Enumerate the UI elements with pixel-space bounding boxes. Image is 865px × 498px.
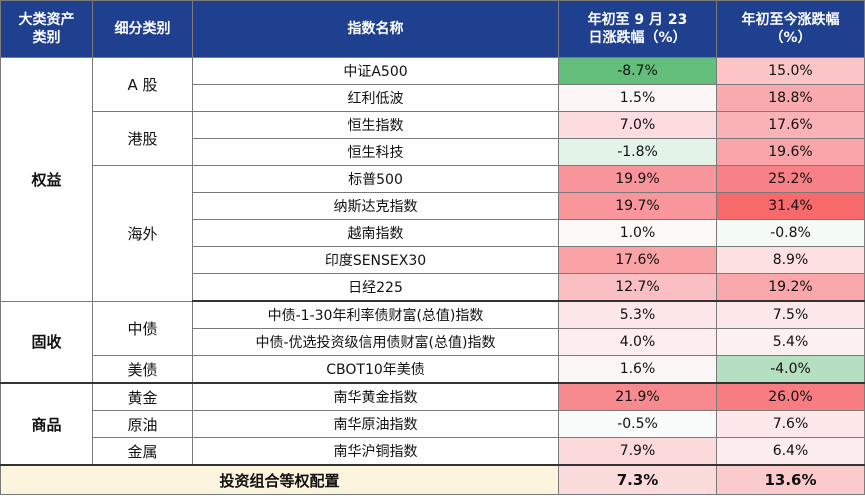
asset-class-cell: 商品 [0, 382, 93, 466]
ytd-now-cell: -4.0% [716, 355, 865, 384]
ytd-sep23-cell: 5.3% [558, 300, 717, 329]
table-row: 固收 中债 中债-1-30年利率债财富(总值)指数 5.3% 7.5% [0, 300, 865, 384]
header-ytd-sep23: 年初至 9 月 23 日涨跌幅（%） [558, 0, 717, 58]
ytd-now-cell: 15.0% [716, 57, 865, 85]
ytd-sep23-cell: 19.7% [558, 192, 717, 220]
table-row: 美债 CBOT10年美债 1.6% -4.0% [1, 355, 865, 384]
ytd-sep23-cell: 7.0% [558, 111, 717, 139]
header-row: 大类资产 类别 细分类别 指数名称 年初至 9 月 23 日涨跌幅（%） 年初至今涨… [0, 0, 865, 58]
table-row: 中债-优选投资级信用债财富(总值)指数 4.0% 5.4% [1, 328, 865, 356]
ytd-sep23-cell: 7.9% [558, 437, 717, 466]
index-name-cell: 越南指数 [192, 219, 559, 247]
asset-class-cell: 固收 [0, 300, 93, 384]
table-row: 港股 恒生指数 7.0% 17.6% [1, 111, 865, 166]
table-row: 红利低波 1.5% 18.8% [1, 84, 865, 112]
table-row: 恒生科技 -1.8% 19.6% [1, 138, 865, 166]
ytd-now-cell: 7.5% [716, 300, 865, 329]
ytd-sep23-cell: 12.7% [558, 273, 717, 302]
asset-class-cell: 权益 [0, 57, 93, 302]
sub-class-cell: 原油 [92, 410, 193, 438]
table-row: 原油 南华原油指数 -0.5% 7.6% [1, 410, 865, 438]
sub-class-cell: 中债 [92, 300, 193, 356]
ytd-sep23-cell: 1.6% [558, 355, 717, 384]
table-row: 商品 黄金 南华黄金指数 21.9% 26.0% [0, 382, 865, 466]
ytd-now-cell: 7.6% [716, 410, 865, 438]
sub-class-cell: 港股 [92, 111, 193, 166]
index-name-cell: 日经225 [192, 273, 559, 302]
ytd-sep23-cell: -8.7% [558, 57, 717, 85]
index-name-cell: 南华黄金指数 [192, 382, 559, 411]
index-name-cell: 中证A500 [192, 57, 559, 85]
ytd-now-cell: 31.4% [716, 192, 865, 220]
index-name-cell: CBOT10年美债 [192, 355, 559, 384]
ytd-now-cell: -0.8% [716, 219, 865, 247]
index-name-cell: 恒生指数 [192, 111, 559, 139]
header-sub-class: 细分类别 [92, 0, 193, 58]
total-ytd-sep23-cell: 7.3% [558, 464, 717, 495]
total-label: 投资组合等权配置 [0, 464, 559, 495]
index-name-cell: 中债-1-30年利率债财富(总值)指数 [192, 300, 559, 329]
header-asset-class: 大类资产 类别 [0, 0, 93, 58]
table-row: 纳斯达克指数 19.7% 31.4% [1, 192, 865, 220]
sub-class-cell: 黄金 [92, 382, 193, 411]
index-name-cell: 南华沪铜指数 [192, 437, 559, 466]
sub-class-cell: 金属 [92, 437, 193, 466]
ytd-sep23-cell: 19.9% [558, 165, 717, 193]
index-name-cell: 红利低波 [192, 84, 559, 112]
table-row: 日经225 12.7% 19.2% [1, 273, 865, 302]
table-row: 印度SENSEX30 17.6% 8.9% [1, 246, 865, 274]
ytd-now-cell: 8.9% [716, 246, 865, 274]
table-row: 金属 南华沪铜指数 7.9% 6.4% [1, 437, 865, 466]
ytd-sep23-cell: 1.0% [558, 219, 717, 247]
sub-class-cell: 海外 [92, 165, 193, 302]
table-row: 越南指数 1.0% -0.8% [1, 219, 865, 247]
ytd-sep23-cell: 4.0% [558, 328, 717, 356]
header-index-name: 指数名称 [192, 0, 559, 58]
total-row: 投资组合等权配置 7.3% 13.6% [0, 464, 865, 495]
ytd-now-cell: 6.4% [716, 437, 865, 466]
table-row: 海外 标普500 19.9% 25.2% [1, 165, 865, 302]
ytd-now-cell: 17.6% [716, 111, 865, 139]
sub-class-cell: A 股 [92, 57, 193, 112]
index-name-cell: 标普500 [192, 165, 559, 193]
ytd-now-cell: 19.6% [716, 138, 865, 166]
index-name-cell: 纳斯达克指数 [192, 192, 559, 220]
index-name-cell: 印度SENSEX30 [192, 246, 559, 274]
ytd-sep23-cell: 17.6% [558, 246, 717, 274]
index-name-cell: 南华原油指数 [192, 410, 559, 438]
ytd-now-cell: 18.8% [716, 84, 865, 112]
table-row: 权益 A 股 中证A500 -8.7% 15.0% [0, 57, 865, 302]
ytd-sep23-cell: -0.5% [558, 410, 717, 438]
ytd-sep23-cell: -1.8% [558, 138, 717, 166]
index-name-cell: 恒生科技 [192, 138, 559, 166]
index-name-cell: 中债-优选投资级信用债财富(总值)指数 [192, 328, 559, 356]
ytd-sep23-cell: 21.9% [558, 382, 717, 411]
ytd-now-cell: 26.0% [716, 382, 865, 411]
total-ytd-now-cell: 13.6% [716, 464, 865, 495]
header-ytd-now: 年初至今涨跌幅 （%） [716, 0, 865, 58]
sub-class-cell: 美债 [92, 355, 193, 384]
ytd-now-cell: 25.2% [716, 165, 865, 193]
ytd-sep23-cell: 1.5% [558, 84, 717, 112]
ytd-now-cell: 5.4% [716, 328, 865, 356]
ytd-now-cell: 19.2% [716, 273, 865, 302]
